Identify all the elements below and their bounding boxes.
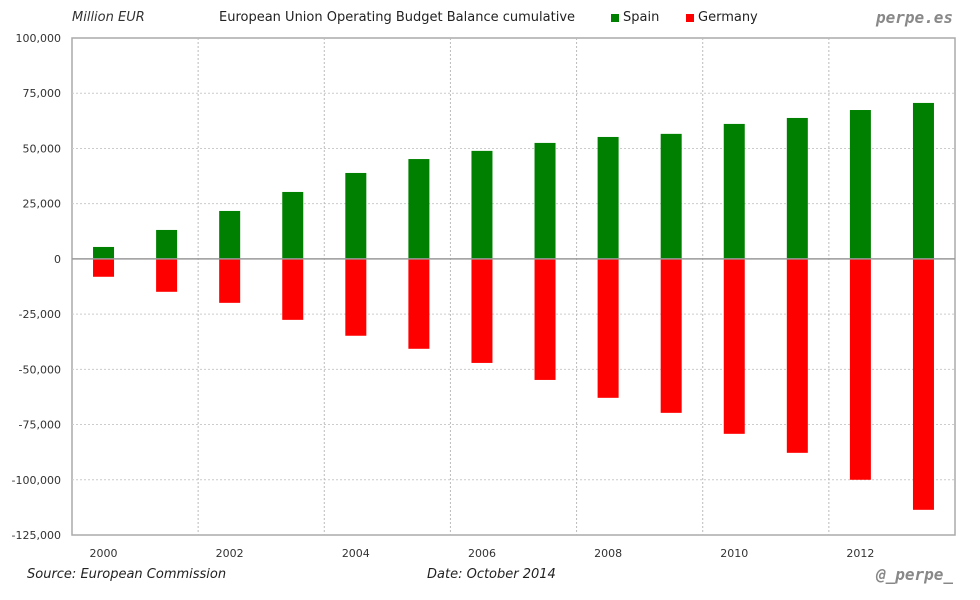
y-tick-label: -125,000 bbox=[12, 529, 61, 542]
twitter-handle: @_perpe_ bbox=[875, 565, 953, 584]
bar-germany-2004 bbox=[345, 258, 367, 336]
y-tick-label: 75,000 bbox=[23, 87, 62, 100]
bar-germany-2009 bbox=[660, 258, 682, 413]
x-tick-label: 2012 bbox=[846, 547, 874, 560]
bar-spain-2007 bbox=[534, 142, 556, 259]
bar-germany-2001 bbox=[156, 258, 178, 292]
x-tick-label: 2008 bbox=[594, 547, 622, 560]
bar-germany-2007 bbox=[534, 258, 556, 380]
bar-spain-2000 bbox=[93, 246, 115, 259]
bar-spain-2011 bbox=[786, 117, 808, 259]
bar-spain-2003 bbox=[282, 191, 304, 259]
chart-title: European Union Operating Budget Balance … bbox=[219, 10, 576, 25]
y-tick-label: 0 bbox=[54, 253, 61, 266]
legend-label-germany: Germany bbox=[698, 10, 758, 25]
bar-germany-2005 bbox=[408, 258, 430, 349]
date-note: Date: October 2014 bbox=[427, 567, 556, 582]
legend-swatch-spain bbox=[611, 13, 619, 22]
x-tick-label: 2006 bbox=[468, 547, 496, 560]
bars-layer bbox=[93, 102, 934, 510]
bar-germany-2006 bbox=[471, 258, 493, 363]
legend-label-spain: Spain bbox=[623, 10, 660, 25]
bar-spain-2002 bbox=[219, 210, 241, 259]
x-tick-label: 2004 bbox=[342, 547, 370, 560]
bar-spain-2008 bbox=[597, 136, 619, 259]
bar-germany-2003 bbox=[282, 258, 304, 320]
x-tick-label: 2002 bbox=[216, 547, 244, 560]
source-note: Source: European Commission bbox=[27, 567, 227, 582]
bar-spain-2006 bbox=[471, 150, 493, 259]
bar-germany-2008 bbox=[597, 258, 619, 398]
bar-germany-2002 bbox=[219, 258, 241, 303]
unit-label: Million EUR bbox=[72, 10, 145, 25]
bar-spain-2005 bbox=[408, 159, 430, 259]
bar-germany-2011 bbox=[786, 258, 808, 453]
y-tick-label: 25,000 bbox=[23, 198, 62, 211]
y-tick-label: -50,000 bbox=[19, 363, 61, 376]
bar-germany-2013 bbox=[912, 258, 934, 510]
y-tick-label: -25,000 bbox=[19, 308, 61, 321]
y-tick-label: 50,000 bbox=[23, 142, 62, 155]
legend-swatch-germany bbox=[686, 13, 694, 22]
legend-item-germany: Germany bbox=[686, 10, 758, 25]
bar-spain-2009 bbox=[660, 133, 682, 259]
brand-watermark: perpe.es bbox=[875, 8, 953, 27]
y-tick-label: 100,000 bbox=[16, 32, 62, 45]
bar-germany-2010 bbox=[723, 258, 745, 434]
y-tick-label: -100,000 bbox=[12, 474, 61, 487]
plot-area bbox=[71, 37, 956, 536]
y-tick-label: -75,000 bbox=[19, 419, 61, 432]
x-tick-label: 2000 bbox=[90, 547, 118, 560]
bar-spain-2012 bbox=[849, 110, 871, 259]
bar-spain-2013 bbox=[912, 102, 934, 259]
axis-layer: 100,000 75,000 50,000 25,000 0 -25,000 -50,000… bbox=[12, 32, 955, 560]
grid-layer bbox=[71, 37, 956, 536]
bar-germany-2000 bbox=[93, 258, 115, 277]
legend-item-spain: Spain bbox=[611, 10, 659, 25]
bar-spain-2001 bbox=[156, 229, 178, 259]
bar-spain-2010 bbox=[723, 123, 745, 259]
bar-spain-2004 bbox=[345, 172, 367, 259]
x-tick-label: 2010 bbox=[720, 547, 748, 560]
bar-germany-2012 bbox=[849, 258, 871, 480]
